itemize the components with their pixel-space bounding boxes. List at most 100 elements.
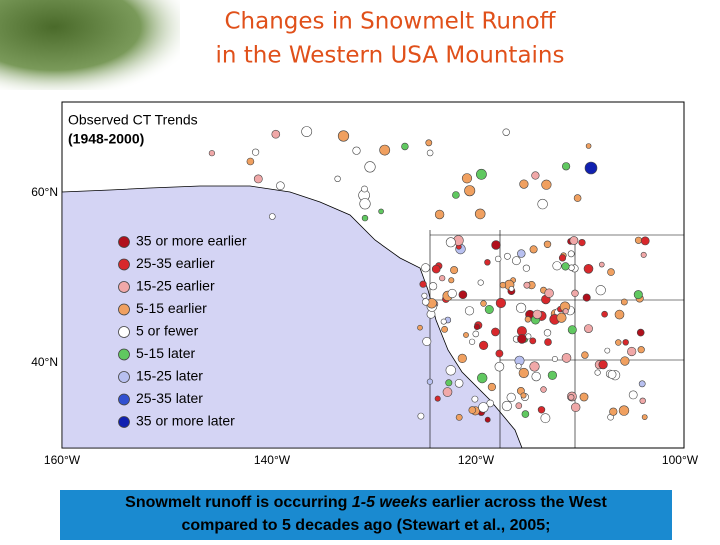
station — [583, 263, 594, 274]
station — [494, 361, 505, 372]
legend-swatch — [118, 416, 130, 428]
station — [561, 262, 570, 271]
station — [268, 213, 276, 220]
map-period: (1948-2000) — [68, 131, 144, 147]
station — [628, 390, 638, 400]
station — [537, 406, 546, 414]
lon-label: 160°W — [44, 453, 81, 467]
station — [422, 298, 430, 306]
station — [480, 300, 487, 307]
station — [607, 370, 617, 379]
station — [475, 168, 487, 180]
lon-label: 100°W — [662, 453, 699, 467]
station — [484, 416, 491, 423]
slide-title: Changes in Snowmelt Runoff — [225, 9, 557, 35]
station — [558, 254, 567, 262]
caption-box — [60, 490, 672, 540]
station — [598, 360, 608, 370]
station — [578, 239, 586, 247]
lat-label: 40°N — [31, 355, 58, 369]
station — [440, 318, 447, 325]
station — [594, 369, 601, 376]
legend-swatch — [118, 371, 130, 383]
station — [503, 252, 511, 260]
station — [531, 171, 540, 180]
station — [540, 386, 547, 393]
station — [454, 378, 464, 388]
legend: 35 or more earlier 25-35 earlier 15-25 ear… — [118, 233, 247, 429]
lat-label: 60°N — [31, 185, 58, 199]
station — [620, 356, 630, 366]
station — [544, 288, 554, 298]
station — [452, 191, 460, 199]
station — [464, 185, 476, 197]
station — [352, 146, 361, 155]
station — [582, 293, 591, 302]
station — [471, 395, 479, 403]
station — [614, 309, 625, 320]
station — [529, 361, 540, 372]
station — [421, 292, 428, 299]
station — [584, 324, 593, 333]
station — [518, 367, 529, 379]
station — [495, 255, 502, 263]
station — [556, 312, 567, 323]
station — [301, 126, 313, 138]
station — [581, 351, 589, 359]
station — [445, 365, 456, 376]
caption: Snowmelt runoff is occurring 1-5 weeks e… — [125, 494, 607, 511]
station — [508, 285, 515, 292]
station — [523, 281, 531, 289]
station — [543, 329, 552, 337]
station — [569, 236, 579, 245]
station — [639, 397, 646, 404]
station — [361, 214, 369, 222]
station — [442, 387, 453, 397]
station — [543, 240, 552, 249]
station — [585, 143, 592, 149]
station — [573, 194, 582, 202]
station — [637, 346, 645, 354]
station — [468, 406, 477, 414]
legend-label: 15-25 earlier — [136, 278, 215, 294]
station — [512, 256, 521, 266]
station — [641, 414, 648, 420]
lon-label: 140°W — [254, 453, 291, 467]
station — [627, 346, 637, 357]
legend-label: 25-35 earlier — [136, 255, 215, 271]
station — [609, 407, 618, 416]
station — [540, 413, 551, 424]
station — [271, 129, 281, 139]
station — [638, 380, 646, 388]
station — [567, 325, 577, 335]
station — [477, 372, 488, 384]
station — [598, 261, 605, 268]
station — [419, 280, 427, 288]
station — [429, 282, 438, 291]
station — [547, 370, 558, 380]
station — [434, 395, 441, 402]
station — [562, 308, 569, 315]
station — [532, 309, 542, 320]
station — [520, 392, 527, 399]
station — [473, 323, 481, 331]
map: Observed CT Trends (1948-2000) — [61, 101, 685, 449]
station — [478, 402, 489, 413]
legend-label: 25-35 later — [136, 390, 203, 406]
legend-label: 15-25 later — [136, 368, 203, 384]
station — [421, 263, 431, 273]
station — [620, 298, 628, 306]
station — [522, 264, 531, 272]
station — [472, 330, 480, 338]
legend-swatch — [118, 393, 130, 406]
station — [499, 281, 507, 289]
station — [570, 402, 581, 412]
station — [445, 237, 456, 248]
station — [334, 175, 341, 183]
station — [561, 162, 571, 171]
station — [447, 288, 457, 299]
station — [359, 198, 371, 210]
station — [479, 340, 489, 351]
station — [463, 332, 469, 338]
